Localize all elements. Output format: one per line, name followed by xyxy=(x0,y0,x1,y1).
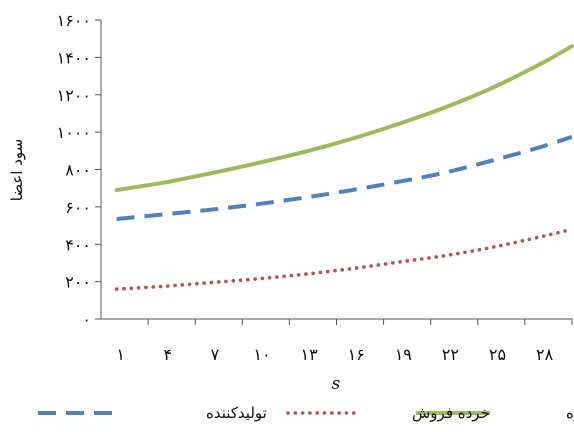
x-tick-label: ۲۵ xyxy=(489,345,506,364)
axes xyxy=(100,20,572,320)
y-tick-label: ۶۰۰ xyxy=(65,198,91,217)
y-tick-label: ۰ xyxy=(82,310,91,329)
series-lines xyxy=(114,44,574,291)
x-tick-label: ۷ xyxy=(211,345,220,364)
x-tick-label: ۱۹ xyxy=(395,345,412,364)
y-ticks: ۰ ۲۰۰ ۴۰۰ ۶۰۰ ۸۰۰ ۱۰۰۰ ۱۲۰۰ ۱۴۰۰ ۱۶۰۰ xyxy=(57,11,101,329)
legend: کل زنجیره خرده فروش تولیدکننده xyxy=(38,404,574,422)
y-tick-label: ۱۶۰۰ xyxy=(57,11,91,30)
y-tick-label: ۴۰۰ xyxy=(65,235,91,254)
x-tick-label: ۱۶ xyxy=(348,345,365,364)
y-tick-label: ۲۰۰ xyxy=(65,273,91,292)
x-tick-label: ۴ xyxy=(164,345,173,364)
series-line-3 xyxy=(116,134,573,222)
y-tick-label: ۸۰۰ xyxy=(65,161,91,180)
x-tick-label: ۲۲ xyxy=(442,345,459,364)
y-tick-label: ۱۰۰۰ xyxy=(57,123,91,142)
x-axis-title: s xyxy=(332,374,341,394)
legend-label: خرده فروش xyxy=(412,404,490,422)
y-tick-label: ۱۴۰۰ xyxy=(57,48,91,67)
series-line-1 xyxy=(114,44,574,193)
x-ticks: ۱ ۴ ۷ ۱۰ ۱۳ ۱۶ ۱۹ ۲۲ ۲۵ ۲۸ xyxy=(116,319,573,364)
x-tick-label: ۲۸ xyxy=(536,345,554,364)
x-tick-label: ۱۰ xyxy=(253,345,270,364)
y-axis-title: سود اعضا xyxy=(8,139,26,201)
y-tick-label: ۱۲۰۰ xyxy=(57,86,91,105)
x-tick-label: ۱۳ xyxy=(301,345,319,364)
series-line-2 xyxy=(114,227,574,291)
x-tick-label: ۱ xyxy=(116,345,125,364)
legend-label: کل زنجیره xyxy=(566,404,574,422)
legend-label: تولیدکننده xyxy=(206,404,267,422)
